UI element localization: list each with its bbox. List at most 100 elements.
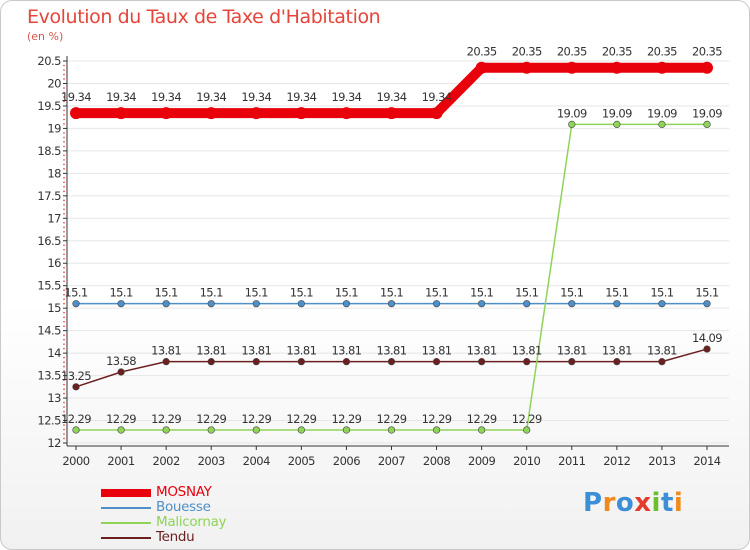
y-minor-tick bbox=[63, 208, 65, 211]
data-label: 13.81 bbox=[151, 344, 181, 358]
y-minor-tick bbox=[63, 199, 65, 202]
y-minor-tick bbox=[63, 311, 65, 314]
data-label: 13.81 bbox=[647, 344, 677, 358]
data-label: 19.34 bbox=[196, 90, 226, 104]
data-label: 15.1 bbox=[470, 286, 493, 300]
y-minor-tick bbox=[63, 253, 65, 256]
y-minor-tick bbox=[63, 213, 65, 215]
y-tick-label: 16.5 bbox=[37, 234, 61, 248]
legend-label: MOSNAY bbox=[156, 484, 212, 500]
data-point bbox=[160, 107, 173, 120]
data-point bbox=[207, 358, 215, 366]
proxiti-logo: Proxiti bbox=[583, 488, 683, 518]
y-tick-label: 12.5 bbox=[37, 414, 61, 428]
y-tick-label: 20.5 bbox=[37, 54, 61, 68]
data-point bbox=[387, 300, 396, 308]
y-minor-tick bbox=[63, 370, 65, 372]
data-label: 13.81 bbox=[196, 344, 226, 358]
y-minor-tick bbox=[63, 100, 65, 103]
data-label: 19.09 bbox=[557, 106, 587, 120]
data-point bbox=[72, 426, 80, 434]
data-label: 14.09 bbox=[692, 331, 722, 345]
y-minor-tick bbox=[63, 78, 65, 80]
y-minor-tick bbox=[63, 226, 65, 229]
data-point bbox=[658, 120, 666, 128]
y-minor-tick bbox=[63, 415, 65, 417]
y-minor-tick bbox=[63, 343, 65, 345]
y-minor-tick bbox=[63, 302, 65, 305]
data-label: 13.81 bbox=[557, 344, 587, 358]
y-tick-label: 14.5 bbox=[37, 324, 61, 338]
y-minor-tick bbox=[63, 136, 65, 139]
data-point bbox=[162, 358, 170, 366]
data-label: 12.29 bbox=[467, 412, 497, 426]
data-point bbox=[523, 358, 531, 366]
data-label: 19.09 bbox=[647, 106, 677, 120]
data-point bbox=[385, 107, 398, 120]
x-tick-label: 2006 bbox=[333, 454, 360, 468]
y-minor-tick bbox=[63, 177, 65, 179]
data-label: 13.58 bbox=[106, 354, 136, 368]
data-label: 12.29 bbox=[377, 412, 407, 426]
y-minor-tick bbox=[63, 334, 65, 336]
data-point bbox=[568, 300, 576, 308]
y-minor-tick bbox=[63, 257, 65, 260]
data-label: 15.1 bbox=[109, 286, 132, 300]
data-label: 12.29 bbox=[286, 412, 316, 426]
y-minor-tick bbox=[63, 141, 65, 143]
legend-item: MOSNAY bbox=[101, 484, 301, 501]
y-minor-tick bbox=[63, 132, 65, 134]
data-point bbox=[117, 426, 125, 434]
data-point bbox=[610, 61, 623, 74]
y-minor-tick bbox=[63, 221, 65, 224]
x-tick-label: 2005 bbox=[288, 454, 315, 468]
y-tick-label: 18.5 bbox=[37, 144, 61, 158]
data-label: 15.1 bbox=[155, 286, 178, 300]
data-point bbox=[613, 358, 621, 366]
y-minor-tick bbox=[63, 338, 65, 341]
y-minor-tick bbox=[63, 293, 65, 296]
data-label: 15.1 bbox=[200, 286, 223, 300]
data-point bbox=[342, 300, 351, 308]
x-tick-label: 2002 bbox=[153, 454, 180, 468]
x-tick-label: 2007 bbox=[378, 454, 405, 468]
y-minor-tick bbox=[63, 248, 65, 251]
data-label: 19.09 bbox=[692, 106, 722, 120]
chart-title: Evolution du Taux de Taxe d'Habitation bbox=[27, 6, 381, 28]
data-point bbox=[295, 107, 308, 120]
data-point bbox=[342, 426, 351, 434]
y-tick-label: 13.5 bbox=[37, 369, 61, 383]
y-minor-tick bbox=[63, 271, 65, 274]
data-point bbox=[613, 120, 621, 128]
data-point bbox=[72, 383, 80, 391]
data-label: 20.35 bbox=[557, 45, 587, 59]
x-tick-label: 2004 bbox=[243, 454, 270, 468]
legend-swatch bbox=[101, 537, 151, 539]
data-point bbox=[478, 358, 486, 366]
y-minor-tick bbox=[63, 316, 65, 318]
data-point bbox=[432, 358, 441, 366]
data-label: 20.35 bbox=[647, 45, 677, 59]
data-label: 19.34 bbox=[377, 90, 407, 104]
data-label: 13.25 bbox=[61, 369, 91, 383]
chart-legend: MOSNAY Bouesse Malicornay Tendu bbox=[101, 484, 301, 546]
y-tick-label: 15.5 bbox=[37, 279, 61, 293]
legend-item: Malicornay bbox=[101, 514, 301, 531]
data-label: 15.1 bbox=[560, 286, 583, 300]
x-tick-label: 2008 bbox=[423, 454, 450, 468]
data-point bbox=[430, 107, 443, 120]
data-label: 12.29 bbox=[422, 412, 452, 426]
data-label: 20.35 bbox=[512, 45, 542, 59]
data-point bbox=[523, 426, 531, 434]
data-point bbox=[205, 107, 218, 120]
data-point bbox=[70, 107, 82, 120]
data-point bbox=[297, 426, 305, 434]
data-point bbox=[342, 358, 351, 366]
y-minor-tick bbox=[63, 424, 65, 426]
data-label: 19.34 bbox=[286, 90, 316, 104]
data-label: 12.29 bbox=[512, 412, 542, 426]
data-label: 15.1 bbox=[64, 286, 87, 300]
legend-label: Bouesse bbox=[156, 499, 211, 515]
data-point bbox=[250, 107, 263, 120]
y-minor-tick bbox=[63, 428, 65, 431]
